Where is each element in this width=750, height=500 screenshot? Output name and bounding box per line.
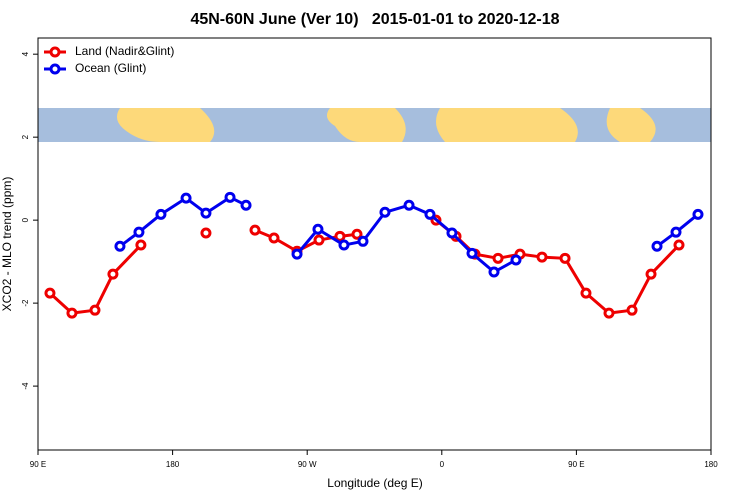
data-point [692,208,704,220]
data-point [403,199,415,211]
x-tick-label: 180 [704,460,718,469]
x-tick-label: 90 W [298,460,317,469]
data-point [312,223,324,235]
data-point [580,287,592,299]
data-point [268,232,280,244]
data-point [200,227,212,239]
data-point [334,230,346,242]
data-point [155,208,167,220]
legend: Land (Nadir&Glint) Ocean (Glint) [44,44,174,75]
data-point [466,247,478,259]
data-point [645,268,657,280]
data-point [559,252,571,264]
plot-frame [37,37,712,451]
x-axis-label: Longitude (deg E) [327,476,422,490]
data-point [338,239,350,251]
map-ocean [395,108,445,142]
series-line [48,218,681,315]
data-point [89,304,101,316]
x-tick-label: 0 [440,460,445,469]
y-tick-label: 4 [21,51,30,56]
legend-label: Ocean (Glint) [75,61,146,75]
data-point [66,307,78,319]
legend-label: Land (Nadir&Glint) [75,44,174,58]
data-point [488,266,500,278]
data-point [114,240,126,252]
data-point [673,239,685,251]
data-point [357,235,369,247]
data-point [670,226,682,238]
data-point [379,206,391,218]
chart-title: 45N-60N June (Ver 10) 2015-01-01 to 2020… [190,11,559,28]
legend-marker [49,46,61,58]
y-tick-label: -2 [21,299,30,307]
data-point [626,304,638,316]
map-ocean [560,108,620,142]
legend-marker [49,63,61,75]
data-point [351,228,363,240]
map-ocean [38,108,160,142]
x-tick-label: 90 E [30,460,46,469]
x-tick-label: 90 E [568,460,584,469]
data-point [424,208,436,220]
data-point [180,192,192,204]
y-tick-label: 0 [21,217,30,222]
data-point [135,239,147,251]
data-point [536,251,548,263]
data-point [492,252,504,264]
data-point [603,307,615,319]
data-point [249,224,261,236]
data-point [200,207,212,219]
data-point [446,227,458,239]
y-tick-label: 2 [21,134,30,139]
data-point [240,199,252,211]
map-ocean [200,108,360,142]
x-tick-label: 180 [166,460,180,469]
y-tick-label: -4 [21,382,30,390]
data-point [44,287,56,299]
data-point [133,226,145,238]
map-ocean [640,108,711,142]
data-point [224,191,236,203]
y-axis-label: XCO2 - MLO trend (ppm) [0,177,14,312]
data-point [107,268,119,280]
data-point [313,234,325,246]
data-point [651,240,663,252]
data-point [291,248,303,260]
map-band [38,108,711,142]
data-point [510,254,522,266]
